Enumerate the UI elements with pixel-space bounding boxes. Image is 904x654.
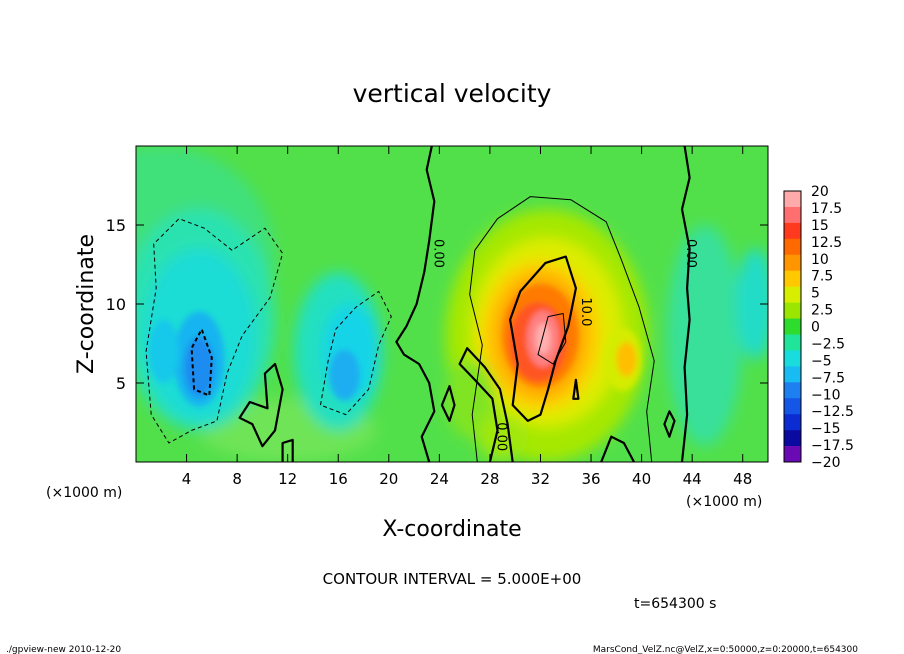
contour-line-negative-five — [190, 328, 213, 397]
contour-label: 0.00 — [430, 239, 445, 268]
contour-line-five — [469, 196, 655, 462]
colorbar-cell — [784, 206, 801, 224]
field-cell — [329, 349, 360, 401]
contour-line-zero — [663, 410, 676, 438]
time-label: t=654300 s — [634, 596, 716, 612]
contour-line-negative — [320, 290, 392, 416]
colorbar-label: −20 — [811, 455, 841, 471]
contour-line-zero — [440, 385, 456, 422]
x-axis-label: X-coordinate — [382, 517, 521, 542]
x-tick-label: 20 — [379, 470, 398, 488]
contour-line-ten — [509, 255, 577, 422]
contour-line-zero — [600, 435, 635, 462]
colorbar-cell — [784, 286, 801, 303]
x-tick-label: 28 — [480, 470, 499, 488]
colorbar-label: −12.5 — [811, 404, 854, 420]
field-cell — [184, 337, 215, 398]
colorbar-label: 12.5 — [811, 235, 842, 251]
colorbar-label: −10 — [811, 387, 841, 403]
field-cell — [148, 319, 179, 383]
colorbar-label: −5 — [811, 353, 832, 369]
colorbar-label: 0 — [811, 320, 820, 336]
footer-right: MarsCond_VelZ.nc@VelZ,x=0:50000,z=0:2000… — [593, 645, 858, 654]
colorbar-label: −7.5 — [811, 370, 845, 386]
colorbar-label: 17.5 — [811, 201, 842, 217]
chart-title: vertical velocity — [353, 79, 552, 108]
field-cell — [477, 413, 528, 461]
colorbar-label: 15 — [811, 218, 829, 234]
x-tick-label: 32 — [531, 470, 550, 488]
colorbar-cell — [784, 430, 801, 447]
y-axis-ticks: 5 10 15 — [106, 216, 768, 393]
field-cell — [736, 248, 768, 360]
colorbar-cell — [784, 414, 801, 431]
x-tick-label: 44 — [683, 470, 702, 488]
colorbar-cell — [784, 366, 801, 383]
x-axis-ticks: 4 8 12 16 20 24 28 32 36 40 44 48 — [182, 146, 752, 488]
colorbar-cell — [784, 238, 801, 256]
x-unit-label-left: (×1000 m) — [46, 485, 122, 501]
contour-line-negative — [145, 218, 284, 444]
colorbar-label: 10 — [811, 252, 829, 268]
colorbar-label: −2.5 — [811, 336, 845, 352]
colorbar-cell — [784, 334, 801, 351]
colorbar-label: 7.5 — [811, 269, 833, 285]
y-tick-label: 10 — [106, 295, 126, 314]
field-cell — [535, 322, 551, 355]
field-cell — [666, 225, 743, 447]
heatmap-field — [136, 146, 768, 462]
field-cell — [445, 359, 497, 439]
field-cell — [616, 341, 637, 377]
colorbar-label: 2.5 — [811, 303, 833, 319]
contour-lines: 0.00 0.00 0.00 10.0 — [145, 146, 698, 462]
contour-line-zero — [395, 146, 436, 462]
x-tick-label: 8 — [232, 470, 242, 488]
colorbar-cell — [784, 446, 801, 463]
x-unit-label-right: (×1000 m) — [686, 494, 762, 510]
colorbar-cell — [784, 382, 801, 399]
x-tick-label: 16 — [329, 470, 348, 488]
y-tick-label: 15 — [106, 216, 126, 235]
x-tick-label: 24 — [430, 470, 449, 488]
colorbar-label: −15 — [811, 421, 841, 437]
y-tick-label: 5 — [116, 374, 126, 393]
colorbar-cell — [784, 350, 801, 367]
x-tick-label: 48 — [733, 470, 752, 488]
contour-label: 0.00 — [494, 422, 509, 451]
colorbar: 2017.51512.5107.552.50−2.5−5−7.5−10−12.5… — [783, 184, 854, 471]
colorbar-frame — [783, 190, 802, 463]
contour-line-ten — [572, 378, 580, 400]
colorbar-cell — [784, 270, 801, 287]
colorbar-label: −17.5 — [811, 438, 854, 454]
footer-left: ./gpview-new 2010-12-20 — [6, 645, 121, 654]
contour-label: 10.0 — [578, 297, 593, 326]
x-tick-label: 12 — [278, 470, 297, 488]
colorbar-cell — [784, 318, 801, 335]
x-tick-label: 36 — [581, 470, 600, 488]
contour-label: 0.00 — [683, 239, 698, 268]
colorbar-cell — [784, 254, 801, 272]
contour-line-fifteen — [537, 313, 567, 365]
colorbar-label: 5 — [811, 286, 820, 302]
x-tick-label: 40 — [632, 470, 651, 488]
y-axis-label: Z-coordinate — [74, 234, 99, 374]
colorbar-label: 20 — [811, 184, 829, 200]
contour-line-zero — [680, 146, 691, 462]
colorbar-cell — [784, 191, 801, 208]
contour-interval-note: CONTOUR INTERVAL = 5.000E+00 — [323, 570, 582, 588]
contour-line-zero — [238, 362, 284, 448]
colorbar-cell — [784, 222, 801, 240]
colorbar-cell — [784, 302, 801, 319]
x-tick-label: 4 — [182, 470, 192, 488]
contour-line-zero — [458, 347, 514, 462]
colorbar-cell — [784, 398, 801, 415]
contour-line-zero — [281, 438, 294, 462]
